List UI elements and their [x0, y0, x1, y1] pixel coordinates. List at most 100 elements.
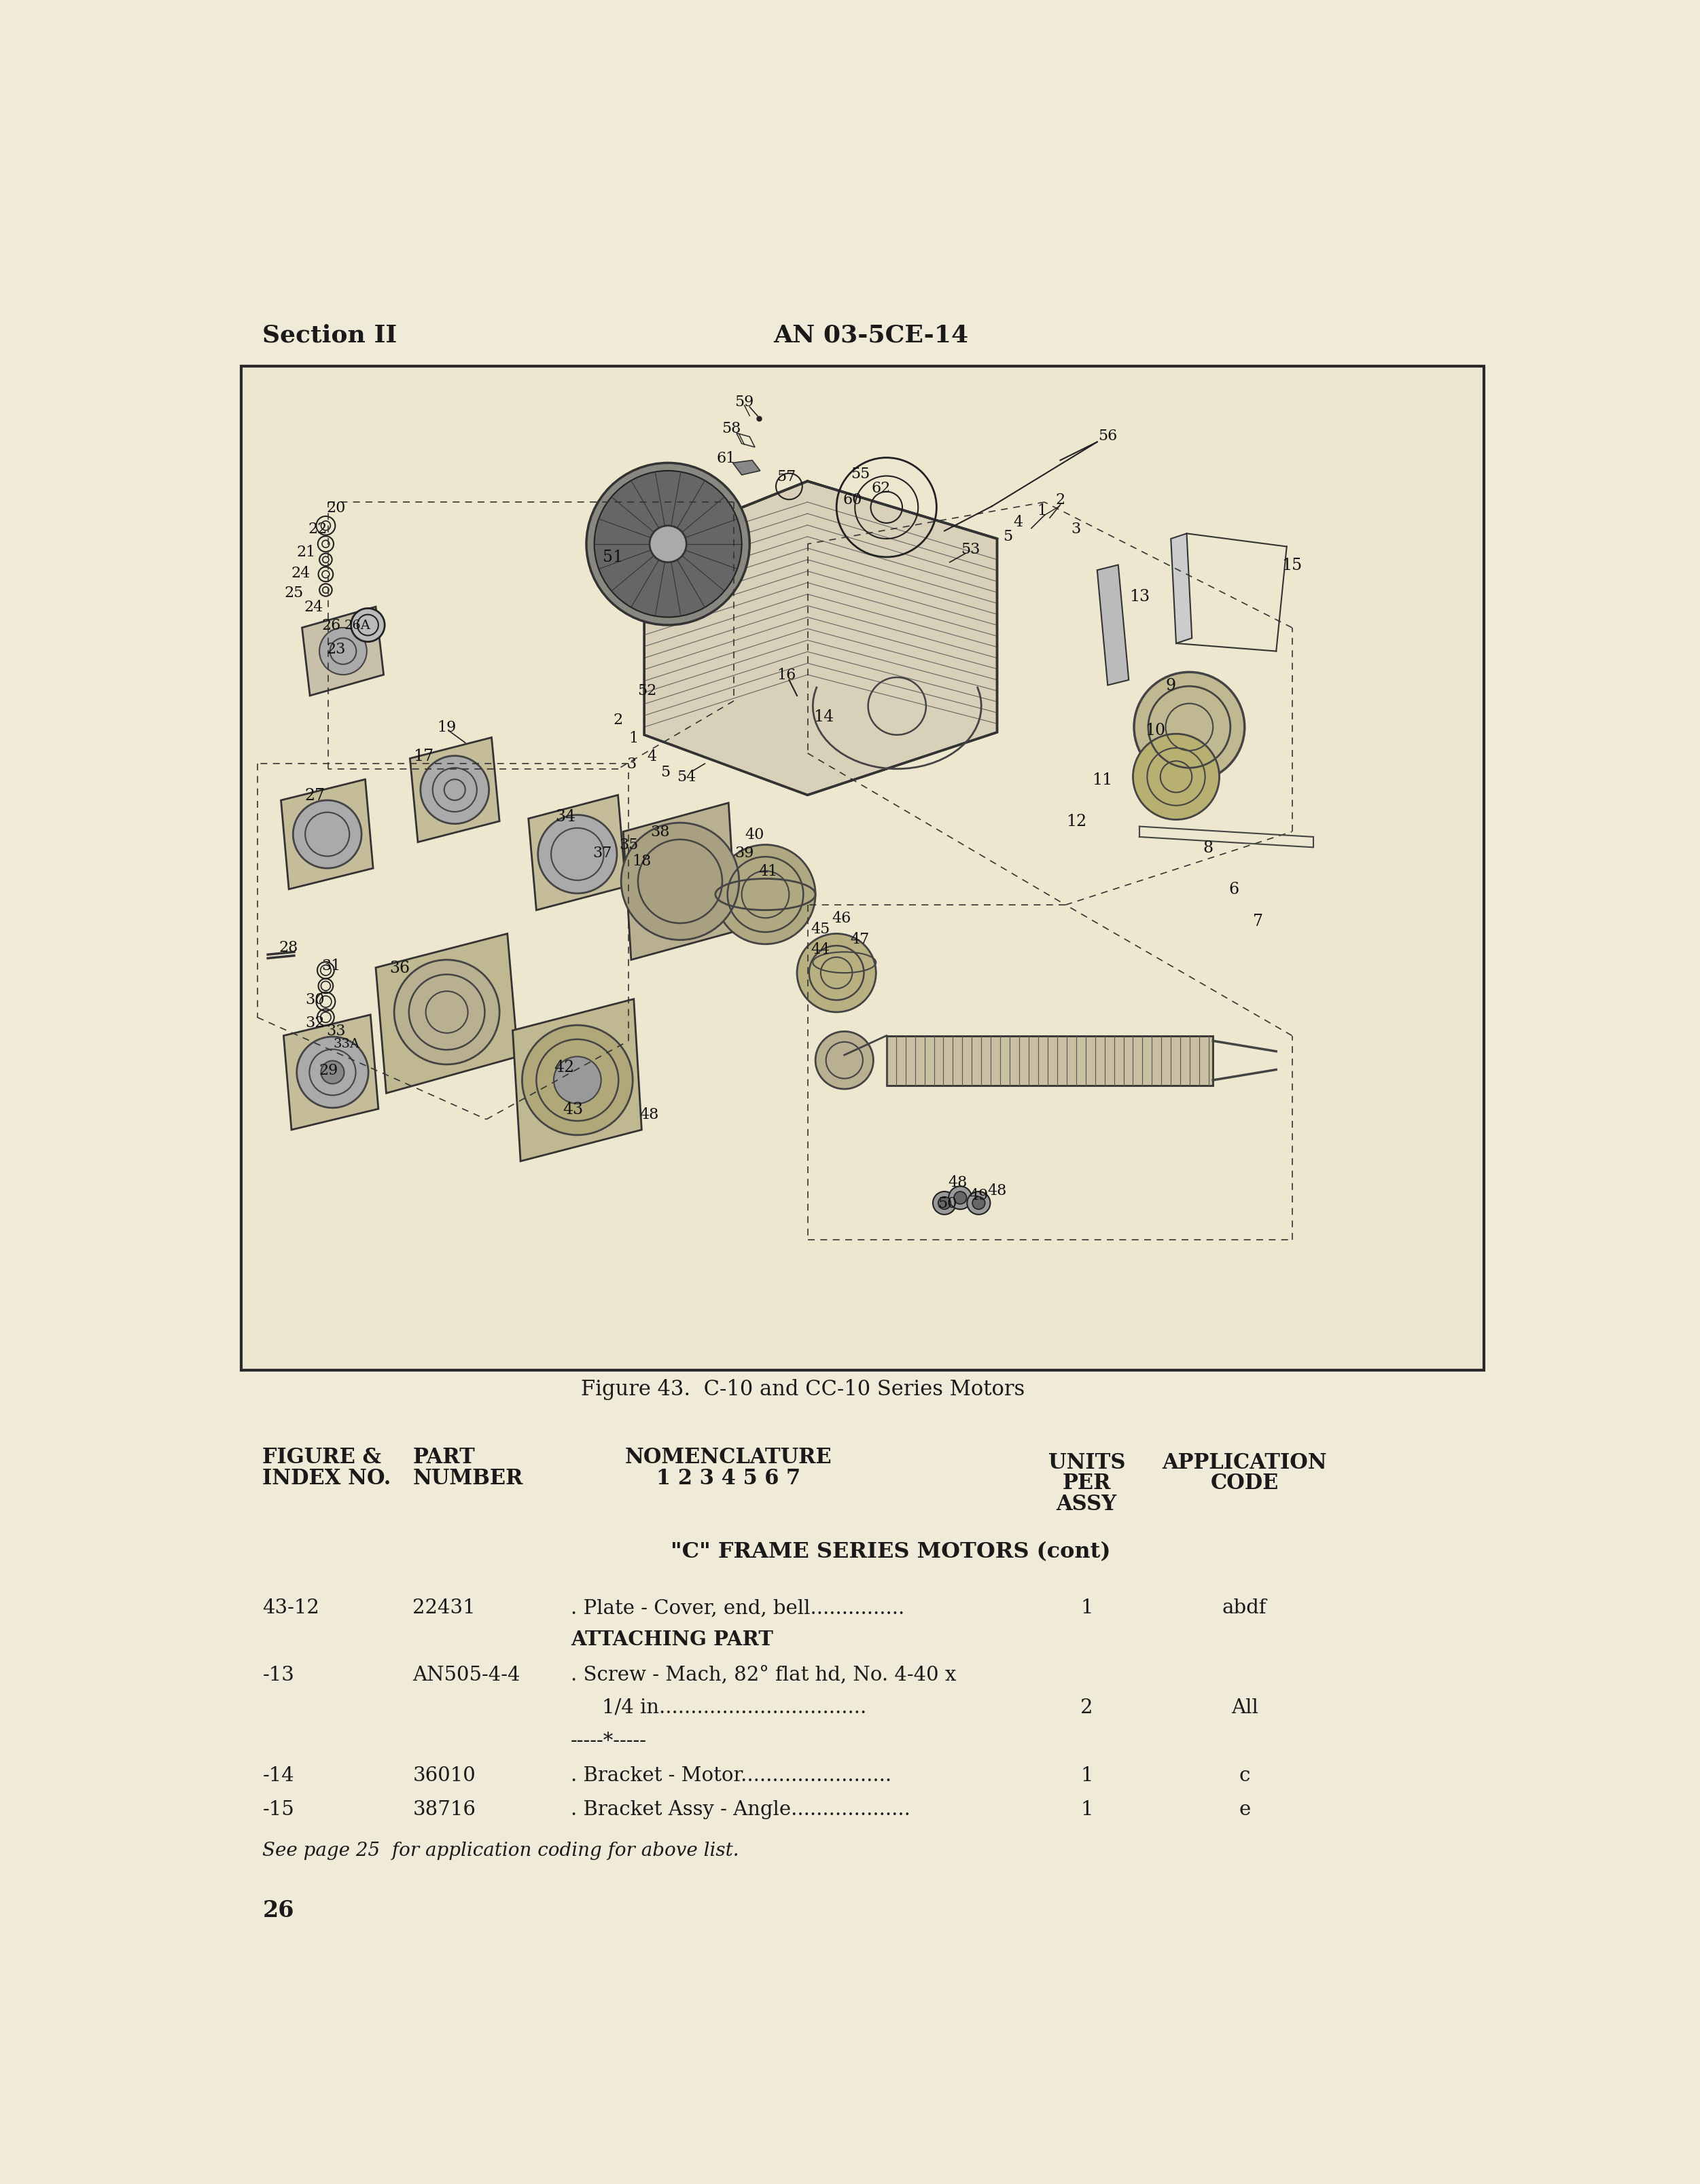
Text: 60: 60: [843, 494, 862, 507]
Text: 24: 24: [291, 566, 311, 581]
Text: 18: 18: [632, 854, 651, 869]
Circle shape: [620, 823, 740, 941]
Text: . Plate - Cover, end, bell...............: . Plate - Cover, end, bell..............…: [571, 1599, 904, 1616]
Text: FIGURE &: FIGURE &: [262, 1446, 381, 1468]
Text: e: e: [1239, 1800, 1251, 1819]
Text: . Bracket - Motor........................: . Bracket - Motor.......................…: [571, 1765, 891, 1784]
Text: 40: 40: [745, 828, 765, 843]
Circle shape: [967, 1192, 991, 1214]
Text: 62: 62: [872, 480, 891, 496]
Circle shape: [816, 1031, 874, 1090]
Text: 26: 26: [262, 1898, 294, 1922]
Text: 56: 56: [1098, 428, 1117, 443]
Polygon shape: [644, 483, 998, 795]
Polygon shape: [733, 461, 760, 476]
Text: 47: 47: [850, 933, 870, 946]
Circle shape: [420, 756, 490, 823]
Text: 6: 6: [1229, 882, 1239, 898]
Text: 53: 53: [960, 542, 981, 557]
Text: 3: 3: [1071, 522, 1081, 537]
Text: 12: 12: [1066, 815, 1086, 830]
Text: 1: 1: [1080, 1599, 1093, 1616]
Text: 42: 42: [554, 1059, 575, 1075]
Circle shape: [394, 961, 500, 1066]
Circle shape: [949, 1186, 972, 1210]
Text: 8: 8: [1202, 841, 1212, 856]
Text: 15: 15: [1282, 557, 1302, 572]
Text: 14: 14: [813, 710, 833, 725]
Text: 2: 2: [1056, 494, 1066, 507]
Text: 17: 17: [413, 749, 433, 764]
Text: 33: 33: [326, 1024, 345, 1037]
Text: 11: 11: [1091, 771, 1114, 788]
Text: 38716: 38716: [413, 1800, 476, 1819]
Text: 24: 24: [304, 601, 323, 614]
Text: 4: 4: [648, 749, 656, 764]
Text: NUMBER: NUMBER: [413, 1468, 524, 1489]
Text: -15: -15: [262, 1800, 294, 1819]
Text: 16: 16: [777, 668, 796, 684]
Circle shape: [586, 463, 750, 625]
Bar: [241, 367, 1484, 1372]
Circle shape: [933, 1192, 955, 1214]
Text: APPLICATION: APPLICATION: [1163, 1452, 1328, 1472]
Text: CODE: CODE: [1210, 1472, 1278, 1494]
Text: 58: 58: [721, 422, 741, 437]
Text: 36010: 36010: [413, 1765, 476, 1784]
Text: AN 03-5CE-14: AN 03-5CE-14: [774, 323, 969, 347]
Circle shape: [1132, 734, 1219, 819]
Text: 2: 2: [1080, 1697, 1093, 1717]
Polygon shape: [1096, 566, 1129, 686]
Text: 35: 35: [619, 839, 638, 852]
Text: 33A: 33A: [333, 1037, 360, 1051]
Text: 46: 46: [833, 911, 852, 926]
Text: 10: 10: [1144, 723, 1164, 738]
Polygon shape: [284, 1016, 379, 1129]
Text: -----*-----: -----*-----: [571, 1732, 646, 1749]
Bar: [886, 1035, 1214, 1085]
Text: 37: 37: [593, 845, 612, 860]
Text: 26A: 26A: [343, 620, 371, 631]
Text: 55: 55: [850, 467, 870, 480]
Text: 1: 1: [629, 729, 639, 745]
Circle shape: [522, 1026, 632, 1136]
Polygon shape: [376, 935, 518, 1094]
Circle shape: [320, 629, 367, 675]
Text: -14: -14: [262, 1765, 294, 1784]
Polygon shape: [280, 780, 372, 889]
Text: abdf: abdf: [1222, 1599, 1266, 1616]
Text: 1: 1: [1080, 1800, 1093, 1819]
Polygon shape: [513, 1000, 641, 1162]
Text: c: c: [1239, 1765, 1249, 1784]
Circle shape: [954, 1192, 967, 1203]
Text: 3: 3: [626, 756, 636, 771]
Text: UNITS: UNITS: [1049, 1452, 1125, 1472]
Text: 30: 30: [306, 992, 325, 1007]
Circle shape: [350, 609, 384, 642]
Text: "C" FRAME SERIES MOTORS (cont): "C" FRAME SERIES MOTORS (cont): [670, 1540, 1110, 1562]
Circle shape: [972, 1197, 984, 1210]
Text: PER: PER: [1062, 1472, 1110, 1494]
Text: PART: PART: [413, 1446, 474, 1468]
Text: 52: 52: [638, 684, 656, 699]
Text: See page 25  for application coding for above list.: See page 25 for application coding for a…: [262, 1841, 740, 1859]
Text: 48: 48: [639, 1107, 660, 1123]
Text: 39: 39: [734, 845, 755, 860]
Circle shape: [716, 845, 816, 943]
Text: 13: 13: [1129, 590, 1149, 605]
Text: 9: 9: [1166, 677, 1176, 695]
Polygon shape: [410, 738, 500, 843]
Text: . Bracket Assy - Angle...................: . Bracket Assy - Angle..................…: [571, 1800, 910, 1819]
Text: 5: 5: [661, 764, 670, 780]
Text: . Screw - Mach, 82° flat hd, No. 4-40 x: . Screw - Mach, 82° flat hd, No. 4-40 x: [571, 1664, 955, 1684]
Text: 23: 23: [326, 642, 345, 657]
Text: 32: 32: [306, 1016, 325, 1031]
Text: 51: 51: [602, 550, 622, 566]
Text: 7: 7: [1253, 913, 1263, 928]
Text: NOMENCLATURE: NOMENCLATURE: [626, 1446, 831, 1468]
Circle shape: [297, 1037, 369, 1107]
Circle shape: [1134, 673, 1244, 782]
Text: 27: 27: [304, 788, 325, 804]
Text: 43-12: 43-12: [262, 1599, 320, 1616]
Text: INDEX NO.: INDEX NO.: [262, 1468, 391, 1489]
